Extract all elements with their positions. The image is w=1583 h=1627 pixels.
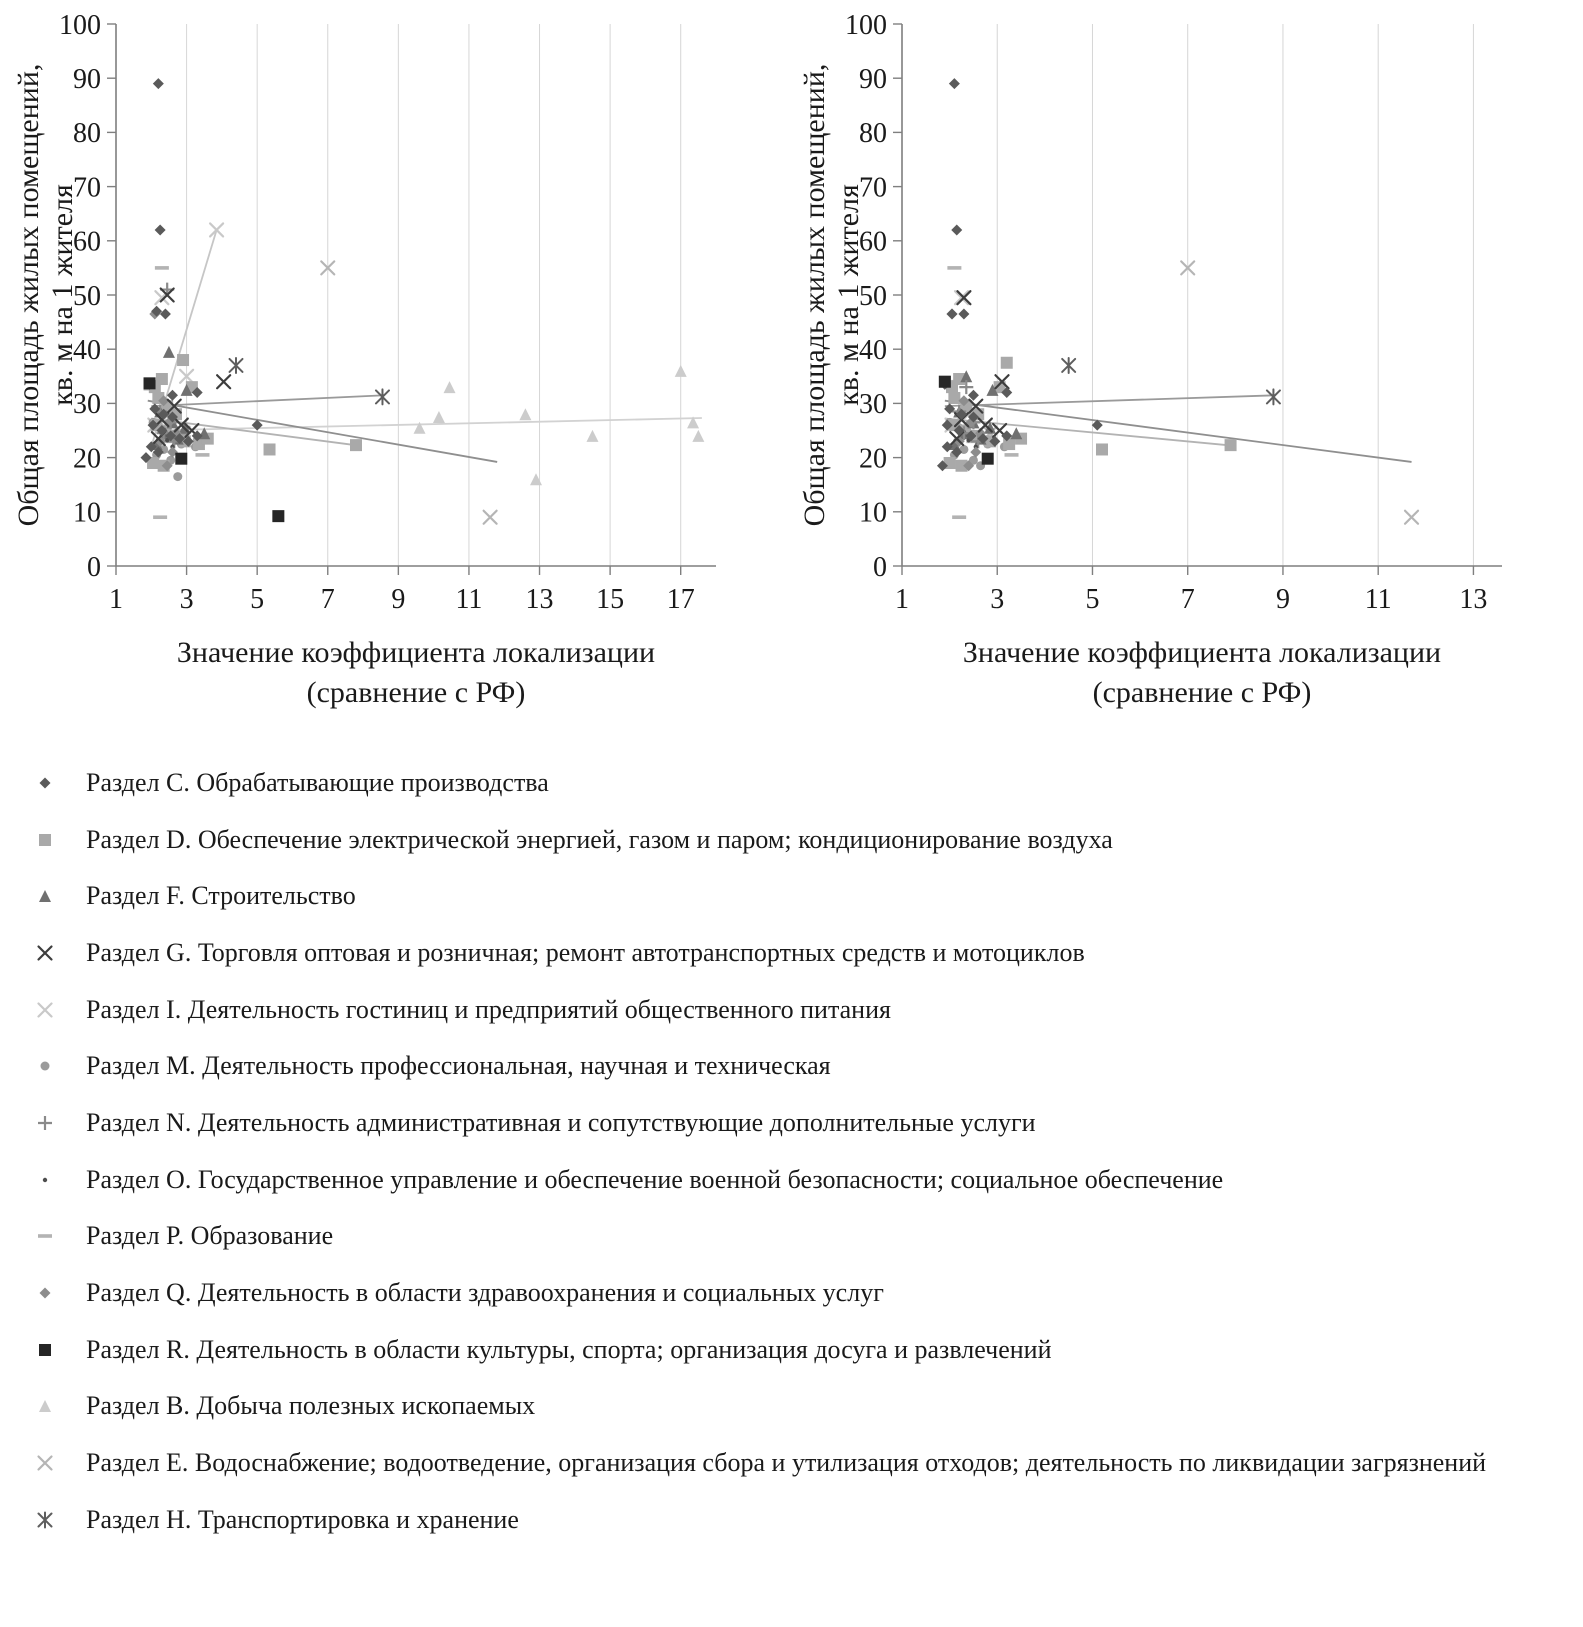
- svg-text:20: 20: [859, 443, 887, 474]
- legend-marker-g-icon: [30, 938, 66, 973]
- legend-marker-m-icon: [30, 1051, 66, 1086]
- scatter-plot-right: 0 10 20 30 40 50 60 70 80 90 100 1 3 5 7 9 11 13 Общая пло…: [790, 6, 1530, 730]
- svg-text:13: 13: [526, 584, 554, 615]
- svg-text:70: 70: [73, 172, 101, 203]
- svg-text:10: 10: [73, 498, 101, 529]
- svg-text:9: 9: [391, 584, 405, 615]
- svg-text:50: 50: [73, 281, 101, 312]
- svg-text:60: 60: [73, 227, 101, 258]
- svg-text:Значение коэффициента локализа: Значение коэффициента локализации: [177, 636, 655, 669]
- svg-text:15: 15: [596, 584, 624, 615]
- svg-text:80: 80: [859, 118, 887, 149]
- legend-item-e: Раздел E. Водоснабжение; водоотведение, …: [30, 1448, 1573, 1483]
- svg-text:9: 9: [1276, 584, 1290, 615]
- legend-marker-i-icon: [30, 995, 66, 1030]
- legend-item-o: Раздел O. Государственное управление и о…: [30, 1165, 1573, 1200]
- charts-row: 0 10 20 30 40 50 60 70 80 90 100 1 3 5 7 9 11 13 15 17 Общая…: [0, 0, 1583, 730]
- svg-text:90: 90: [859, 64, 887, 95]
- legend-marker-d-icon: [30, 825, 66, 860]
- svg-text:30: 30: [859, 389, 887, 420]
- legend-item-r: Раздел R. Деятельность в области культур…: [30, 1335, 1573, 1370]
- chart-legend: Раздел C. Обрабатывающие производства Раз…: [0, 768, 1583, 1539]
- legend-marker-r-icon: [30, 1335, 66, 1370]
- scatter-plot-left: 0 10 20 30 40 50 60 70 80 90 100 1 3 5 7 9 11 13 15 17 Общая…: [4, 6, 744, 730]
- legend-item-b: Раздел B. Добыча полезных ископаемых: [30, 1391, 1573, 1426]
- svg-text:90: 90: [73, 64, 101, 95]
- legend-item-i: Раздел I. Деятельность гостиниц и предпр…: [30, 995, 1573, 1030]
- legend-label-e: Раздел E. Водоснабжение; водоотведение, …: [86, 1448, 1487, 1478]
- legend-label-f: Раздел F. Строительство: [86, 881, 356, 911]
- legend-item-d: Раздел D. Обеспечение электрической энер…: [30, 825, 1573, 860]
- svg-text:1: 1: [109, 584, 123, 615]
- legend-marker-n-icon: [30, 1108, 66, 1143]
- svg-text:Общая площадь жилых помещений,: Общая площадь жилых помещений,кв. м на 1…: [12, 64, 79, 527]
- legend-label-i: Раздел I. Деятельность гостиниц и предпр…: [86, 994, 891, 1024]
- legend-label-n: Раздел N. Деятельность административная …: [86, 1108, 1036, 1138]
- legend-item-c: Раздел C. Обрабатывающие производства: [30, 768, 1573, 803]
- svg-text:(сравнение с РФ): (сравнение с РФ): [307, 676, 526, 709]
- legend-item-m: Раздел M. Деятельность профессиональная,…: [30, 1051, 1573, 1086]
- svg-text:(сравнение с РФ): (сравнение с РФ): [1093, 676, 1312, 709]
- legend-label-c: Раздел C. Обрабатывающие производства: [86, 768, 549, 797]
- svg-text:Общая площадь жилых помещений,: Общая площадь жилых помещений,кв. м на 1…: [798, 64, 865, 527]
- legend-label-m: Раздел M. Деятельность профессиональная,…: [86, 1051, 831, 1081]
- legend-label-r: Раздел R. Деятельность в области культур…: [86, 1334, 1052, 1364]
- legend-marker-h-icon: [30, 1505, 66, 1540]
- legend-label-d: Раздел D. Обеспечение электрической энер…: [86, 824, 1113, 854]
- legend-marker-q-icon: [30, 1278, 66, 1313]
- legend-item-n: Раздел N. Деятельность административная …: [30, 1108, 1573, 1143]
- legend-label-p: Раздел P. Образование: [86, 1221, 334, 1251]
- legend-item-h: Раздел H. Транспортировка и хранение: [30, 1505, 1573, 1540]
- svg-text:100: 100: [59, 10, 101, 41]
- svg-text:17: 17: [667, 584, 695, 615]
- svg-text:1: 1: [895, 584, 909, 615]
- legend-label-q: Раздел Q. Деятельность в области здравоо…: [86, 1278, 884, 1308]
- svg-text:11: 11: [1365, 584, 1392, 615]
- svg-text:13: 13: [1459, 584, 1487, 615]
- legend-marker-p-icon: [30, 1221, 66, 1256]
- svg-text:10: 10: [859, 498, 887, 529]
- svg-text:70: 70: [859, 172, 887, 203]
- legend-item-p: Раздел P. Образование: [30, 1221, 1573, 1256]
- svg-text:Значение коэффициента локализа: Значение коэффициента локализации: [963, 636, 1441, 669]
- legend-marker-f-icon: [30, 881, 66, 916]
- svg-text:7: 7: [321, 584, 335, 615]
- legend-marker-o-icon: [30, 1165, 66, 1200]
- legend-item-g: Раздел G. Торговля оптовая и розничная; …: [30, 938, 1573, 973]
- svg-text:60: 60: [859, 227, 887, 258]
- svg-text:40: 40: [73, 335, 101, 366]
- legend-label-g: Раздел G. Торговля оптовая и розничная; …: [86, 938, 1085, 968]
- svg-text:0: 0: [87, 552, 101, 583]
- legend-marker-c-icon: [30, 768, 66, 803]
- svg-text:5: 5: [250, 584, 264, 615]
- legend-label-b: Раздел B. Добыча полезных ископаемых: [86, 1391, 536, 1421]
- legend-marker-b-icon: [30, 1391, 66, 1426]
- svg-text:7: 7: [1181, 584, 1195, 615]
- svg-text:5: 5: [1085, 584, 1099, 615]
- svg-text:40: 40: [859, 335, 887, 366]
- svg-text:11: 11: [455, 584, 482, 615]
- legend-item-q: Раздел Q. Деятельность в области здравоо…: [30, 1278, 1573, 1313]
- legend-marker-e-icon: [30, 1448, 66, 1483]
- legend-label-h: Раздел H. Транспортировка и хранение: [86, 1504, 519, 1534]
- svg-text:3: 3: [990, 584, 1004, 615]
- svg-text:3: 3: [180, 584, 194, 615]
- svg-text:100: 100: [845, 10, 887, 41]
- svg-text:20: 20: [73, 443, 101, 474]
- svg-text:30: 30: [73, 389, 101, 420]
- svg-text:80: 80: [73, 118, 101, 149]
- legend-item-f: Раздел F. Строительство: [30, 881, 1573, 916]
- legend-label-o: Раздел O. Государственное управление и о…: [86, 1164, 1224, 1194]
- svg-text:0: 0: [873, 552, 887, 583]
- svg-text:50: 50: [859, 281, 887, 312]
